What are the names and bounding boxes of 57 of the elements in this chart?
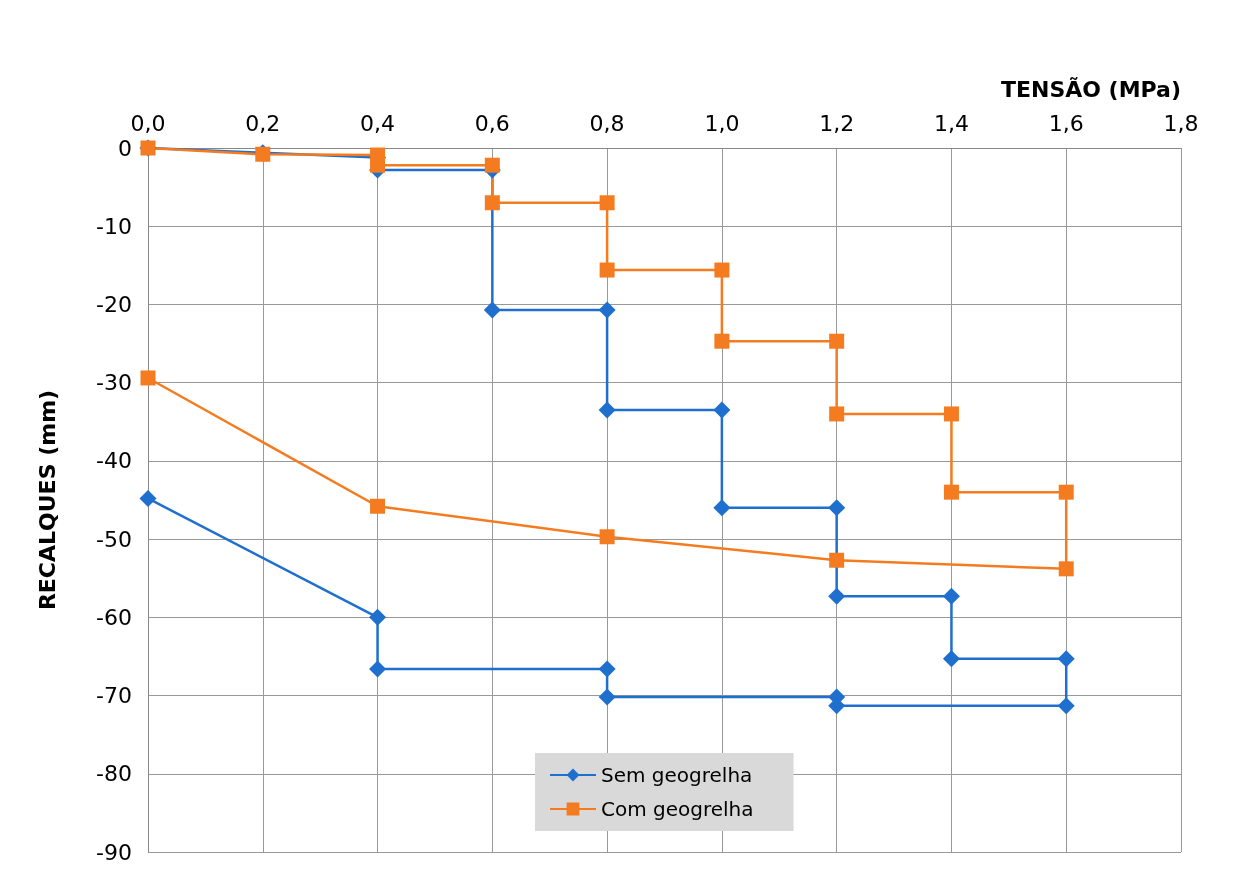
- x-tick-label: 1,6: [1048, 110, 1084, 136]
- point: [1057, 697, 1075, 715]
- point: [829, 406, 845, 422]
- legend-label: Com geogrelha: [601, 797, 754, 821]
- point: [369, 660, 387, 678]
- point: [943, 406, 959, 422]
- x-tick-label: 0,2: [245, 110, 281, 136]
- y-tick-label: -60: [96, 604, 132, 630]
- point: [598, 401, 616, 419]
- point: [598, 660, 616, 678]
- x-tick-label: 1,4: [933, 110, 969, 136]
- y-tick-label: -40: [96, 448, 132, 474]
- point: [598, 688, 616, 706]
- point: [484, 157, 500, 173]
- point: [942, 587, 960, 605]
- x-tick-label: 0,4: [360, 110, 396, 136]
- point: [140, 370, 156, 386]
- point: [599, 529, 615, 545]
- point: [599, 262, 615, 278]
- point: [598, 301, 616, 319]
- x-tick-label: 1,8: [1163, 110, 1199, 136]
- y-tick-label: -50: [96, 526, 132, 552]
- point: [828, 499, 846, 517]
- y-tick-label: -70: [96, 683, 132, 709]
- point: [370, 498, 386, 514]
- point: [829, 552, 845, 568]
- y-tick-label: 0: [118, 135, 132, 161]
- point: [828, 587, 846, 605]
- y-tick-label: -90: [96, 839, 132, 865]
- point: [713, 499, 731, 517]
- x-axis-title: TENSÃO (MPa): [1000, 76, 1181, 102]
- point: [139, 489, 157, 507]
- point: [484, 195, 500, 211]
- y-tick-label: -30: [96, 370, 132, 396]
- x-tick-label: 0,0: [130, 110, 166, 136]
- point: [483, 301, 501, 319]
- point: [370, 157, 386, 173]
- y-tick-label: -20: [96, 291, 132, 317]
- x-tick-label: 0,8: [589, 110, 625, 136]
- point: [1058, 561, 1074, 577]
- x-tick-label: 1,0: [704, 110, 740, 136]
- y-tick-label: -10: [96, 213, 132, 239]
- x-tick-label: 0,6: [474, 110, 510, 136]
- point: [1058, 484, 1074, 500]
- point: [713, 401, 731, 419]
- x-tick-label: 1,2: [819, 110, 855, 136]
- point: [369, 608, 387, 626]
- point: [714, 262, 730, 278]
- y-tick-label: -80: [96, 761, 132, 787]
- point: [829, 333, 845, 349]
- y-axis-title: RECALQUES (mm): [34, 389, 60, 611]
- point: [942, 650, 960, 668]
- point: [943, 484, 959, 500]
- point: [1057, 650, 1075, 668]
- point: [599, 195, 615, 211]
- legend-label: Sem geogrelha: [601, 763, 753, 787]
- point: [714, 333, 730, 349]
